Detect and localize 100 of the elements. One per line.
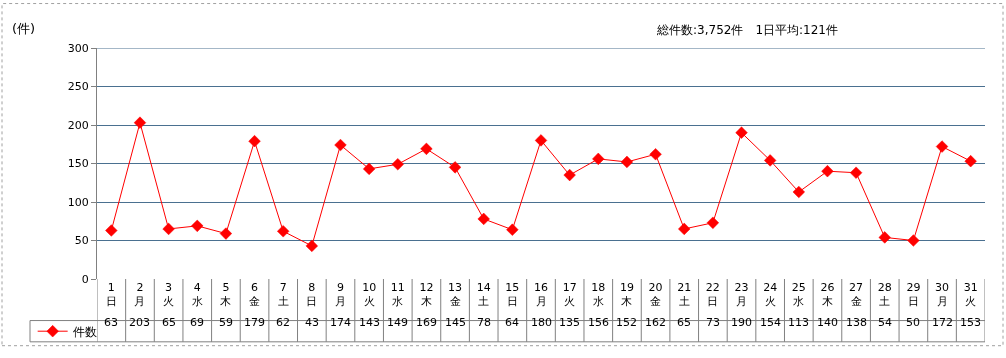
point [792,185,805,199]
x-tick-label: 16 月 [534,281,548,309]
legend-label: 件数 [72,324,97,339]
data-label: 138 [846,316,867,329]
point [964,155,977,168]
data-label: 54 [878,316,892,329]
x-tick-label: 21 土 [677,281,692,309]
data-label: 174 [330,316,351,329]
x-tick-label: 9 月 [334,281,346,309]
point [420,142,433,155]
y-tick-label: 0 [81,272,89,286]
x-tick-label: 12 木 [419,281,434,309]
data-label: 154 [760,316,781,329]
data-label: 156 [588,316,609,329]
point [764,154,777,167]
x-tick-label: 25 水 [791,281,806,309]
x-tick-label: 22 日 [705,281,720,309]
x-tick-label: 3 火 [163,281,175,309]
point [219,227,232,240]
x-tick-label: 17 火 [562,281,577,309]
point [620,155,634,169]
point [133,116,147,129]
x-tick-label: 11 水 [390,281,405,309]
data-label: 172 [932,316,953,329]
point [649,148,662,161]
y-tick-label: 300 [67,41,89,55]
point [506,223,519,236]
point [678,222,691,236]
x-tick-label: 14 土 [476,281,491,309]
x-tick-label: 8 日 [306,281,318,309]
x-tick-label: 15 日 [505,281,520,309]
data-label: 64 [505,316,519,329]
data-label: 78 [477,316,491,329]
point [706,216,719,229]
x-tick-label: 23 月 [734,281,749,309]
data-label: 203 [129,316,150,329]
data-label: 59 [219,316,233,329]
data-label: 190 [731,316,752,329]
y-axis-title: (件) [12,21,36,36]
data-label: 62 [276,316,290,329]
y-tick-label: 150 [67,157,89,171]
x-tick-label: 19 木 [619,281,634,309]
point [191,219,204,232]
point [850,166,863,179]
point [563,168,576,182]
x-tick-label: 31 火 [963,281,978,309]
data-label: 153 [960,316,981,329]
x-tick-label: 29 日 [906,281,921,309]
data-label: 143 [359,316,380,329]
x-tick-label: 26 木 [820,281,835,309]
text: 総件数:3,752件 1日平均:121件 [656,23,838,37]
data-label: 65 [677,316,691,329]
point [105,224,118,237]
point [477,212,490,226]
y-tick-label: 250 [67,80,89,94]
data-label: 69 [190,316,204,329]
point [162,222,175,236]
point [821,165,834,178]
data-label: 140 [817,316,838,329]
x-tick-label: 24 火 [763,281,778,309]
data-label: 63 [104,316,118,329]
point [907,234,920,247]
x-tick-label: 6 金 [249,281,261,309]
data-label: 152 [616,316,637,329]
data-label: 65 [162,316,176,329]
x-tick-label: 18 水 [591,281,606,309]
point [592,152,605,165]
data-label: 50 [906,316,920,329]
point [248,135,261,148]
x-tick-label: 10 火 [362,281,377,309]
y-tick-label: 200 [67,118,89,132]
x-tick-label: 20 金 [648,281,663,309]
x-tick-label: 5 木 [220,281,232,309]
x-tick-label: 2 月 [134,281,146,309]
data-label: 43 [305,316,319,329]
data-label: 180 [531,316,552,329]
data-label: 73 [706,316,720,329]
point [534,134,548,147]
point [448,161,462,174]
x-tick-label: 13 金 [448,281,463,309]
y-tick-label: 50 [74,234,89,248]
data-label: 162 [645,316,666,329]
data-label: 135 [559,316,580,329]
point [391,158,404,171]
data-label: 113 [788,316,809,329]
y-tick-label: 100 [67,195,89,209]
x-tick-label: 7 土 [277,281,289,309]
x-tick-label: 30 月 [935,281,950,309]
point [363,162,376,175]
point [277,225,290,238]
point [305,239,318,252]
x-tick-label: 1 日 [105,281,117,309]
data-label: 145 [445,316,466,329]
x-tick-label: 28 土 [877,281,892,309]
data-label: 179 [244,316,265,329]
point [935,140,949,153]
x-tick-label: 27 金 [849,281,864,309]
x-tick-label: 4 水 [191,281,203,309]
data-label: 149 [387,316,408,329]
point [334,138,347,152]
